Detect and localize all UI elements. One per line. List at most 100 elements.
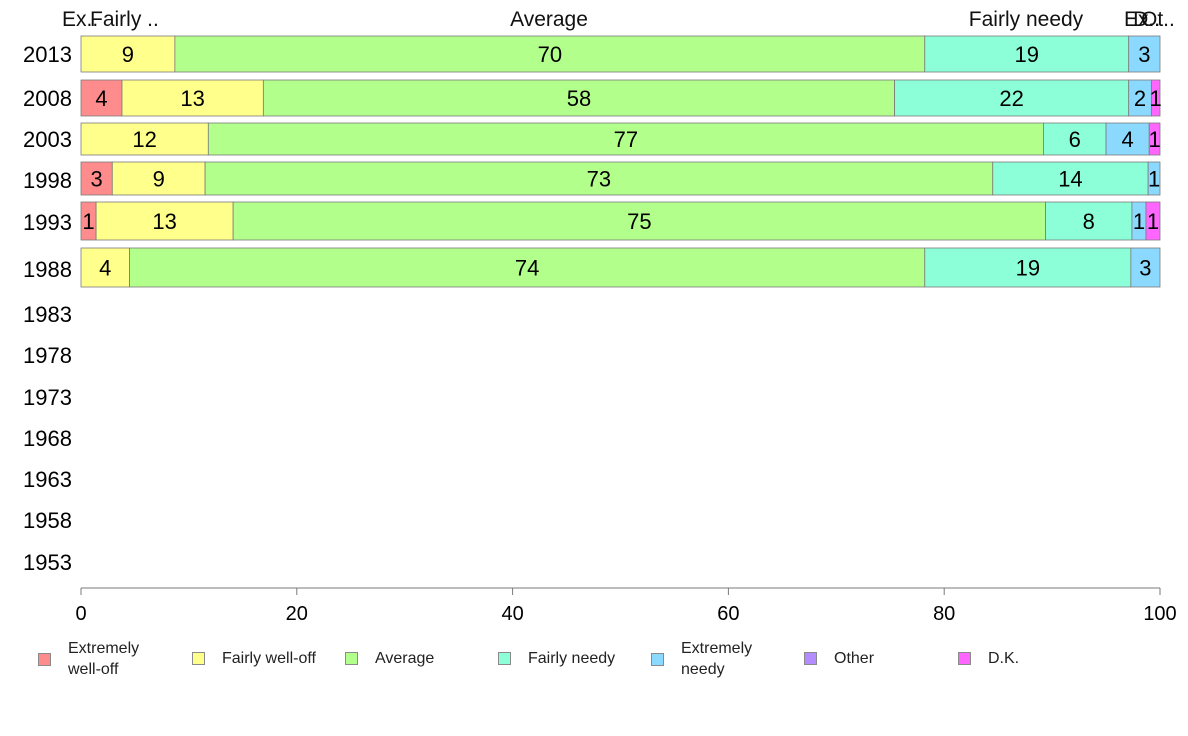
data-label: 1	[1150, 86, 1162, 111]
bar-segment	[80, 122, 209, 156]
data-label: 8	[1083, 209, 1095, 234]
legend-item-average: Average	[345, 648, 434, 669]
top-series-label: Average	[510, 8, 588, 31]
category-label: 1998	[23, 168, 72, 193]
legend-item-extremely-needy: Extremely needy	[651, 638, 752, 680]
data-label: 2	[1134, 86, 1146, 111]
legend-item-other: Other	[804, 648, 874, 669]
bar-segment	[1105, 122, 1150, 156]
data-label: 6	[1069, 127, 1081, 152]
x-tick-label: 60	[717, 603, 739, 625]
top-series-label: Fairly needy	[969, 8, 1084, 31]
category-label: 1988	[23, 257, 72, 282]
legend-swatch	[192, 652, 205, 665]
data-label: 73	[587, 167, 611, 192]
legend-label: Extremely needy	[681, 640, 753, 678]
data-label: 70	[538, 42, 562, 67]
data-label: 12	[132, 127, 156, 152]
category-label: 1983	[23, 302, 72, 327]
category-label: 1963	[23, 467, 72, 492]
x-tick-label: 40	[501, 603, 523, 625]
data-label: 3	[91, 167, 103, 192]
data-label: 1	[1148, 127, 1160, 152]
legend-item-fairly-needy: Fairly needy	[498, 648, 615, 669]
data-label: 1	[1147, 209, 1159, 234]
bar-segment	[121, 79, 264, 117]
bar-segment	[1128, 35, 1161, 73]
bar-segment	[174, 35, 926, 73]
bar-segment	[924, 247, 1132, 288]
legend-label: Average	[375, 650, 435, 667]
legend-swatch	[804, 652, 817, 665]
legend-swatch	[958, 652, 971, 665]
data-label: 75	[627, 209, 651, 234]
data-label: 4	[1122, 127, 1134, 152]
chart-legend: Extremely well-off Fairly well-off Averag…	[38, 636, 1158, 684]
data-label: 77	[614, 127, 638, 152]
bar-segment	[924, 35, 1130, 73]
bar-segment	[992, 161, 1149, 196]
data-label: 9	[122, 42, 134, 67]
category-label: 1958	[23, 508, 72, 533]
legend-swatch	[38, 652, 51, 666]
data-label: 74	[515, 256, 539, 281]
data-label: 22	[999, 86, 1023, 111]
data-label: 1	[82, 209, 94, 234]
bar-segment	[129, 247, 926, 288]
top-series-label: Fairly ..	[90, 8, 159, 31]
bar-segment	[204, 161, 994, 196]
legend-swatch	[651, 652, 664, 666]
legend-label: Fairly needy	[528, 650, 616, 667]
data-label: 13	[180, 86, 204, 111]
data-label: 1	[1133, 209, 1145, 234]
data-label: 13	[152, 209, 176, 234]
data-label: 3	[1138, 42, 1150, 67]
bar-segment	[1150, 79, 1161, 117]
category-label: 2013	[23, 42, 72, 67]
category-label: 2008	[23, 86, 72, 111]
bar-segment	[262, 79, 895, 117]
legend-swatch	[345, 652, 358, 665]
bar-segment	[80, 79, 123, 117]
data-label: 4	[95, 86, 107, 111]
legend-swatch	[498, 652, 511, 665]
legend-label: D.K.	[988, 650, 1020, 667]
category-label: 1978	[23, 343, 72, 368]
category-label: 1973	[23, 385, 72, 410]
bar-segment	[232, 201, 1047, 241]
top-series-label: Ex..	[1124, 8, 1160, 31]
bar-segment	[207, 122, 1044, 156]
x-tick-label: 80	[933, 603, 955, 625]
data-label: 58	[567, 86, 591, 111]
category-label: 1953	[23, 550, 72, 575]
bar-segment	[1148, 122, 1161, 156]
legend-item-dk: D.K.	[958, 648, 1019, 669]
data-label: 1	[1148, 167, 1160, 192]
bar-segment	[80, 35, 176, 73]
top-series-label: Ot..	[1141, 8, 1175, 31]
bar-segment	[1147, 161, 1161, 196]
data-label: 9	[153, 167, 165, 192]
x-tick-label: 100	[1143, 603, 1176, 625]
bar-segment	[80, 161, 113, 196]
legend-label: Fairly well-off	[222, 650, 316, 667]
legend-label: Extremely well-off	[68, 640, 140, 678]
category-label: 1968	[23, 426, 72, 451]
legend-item-fairly-well-off: Fairly well-off	[192, 648, 316, 669]
legend-item-extremely-well-off: Extremely well-off	[38, 638, 139, 680]
x-tick-label: 0	[75, 603, 86, 625]
bar-segment	[894, 79, 1130, 117]
data-label: 14	[1058, 167, 1082, 192]
top-series-label: D..	[1133, 8, 1160, 31]
category-label: 2003	[23, 127, 72, 152]
data-label: 19	[1015, 42, 1039, 67]
data-label: 19	[1016, 256, 1040, 281]
category-label: 1993	[23, 210, 72, 235]
bar-segment	[1145, 201, 1161, 241]
bar-segment	[1130, 247, 1161, 288]
bar-segment	[95, 201, 234, 241]
legend-label: Other	[834, 650, 875, 667]
x-tick-label: 20	[286, 603, 308, 625]
bar-segment	[111, 161, 206, 196]
